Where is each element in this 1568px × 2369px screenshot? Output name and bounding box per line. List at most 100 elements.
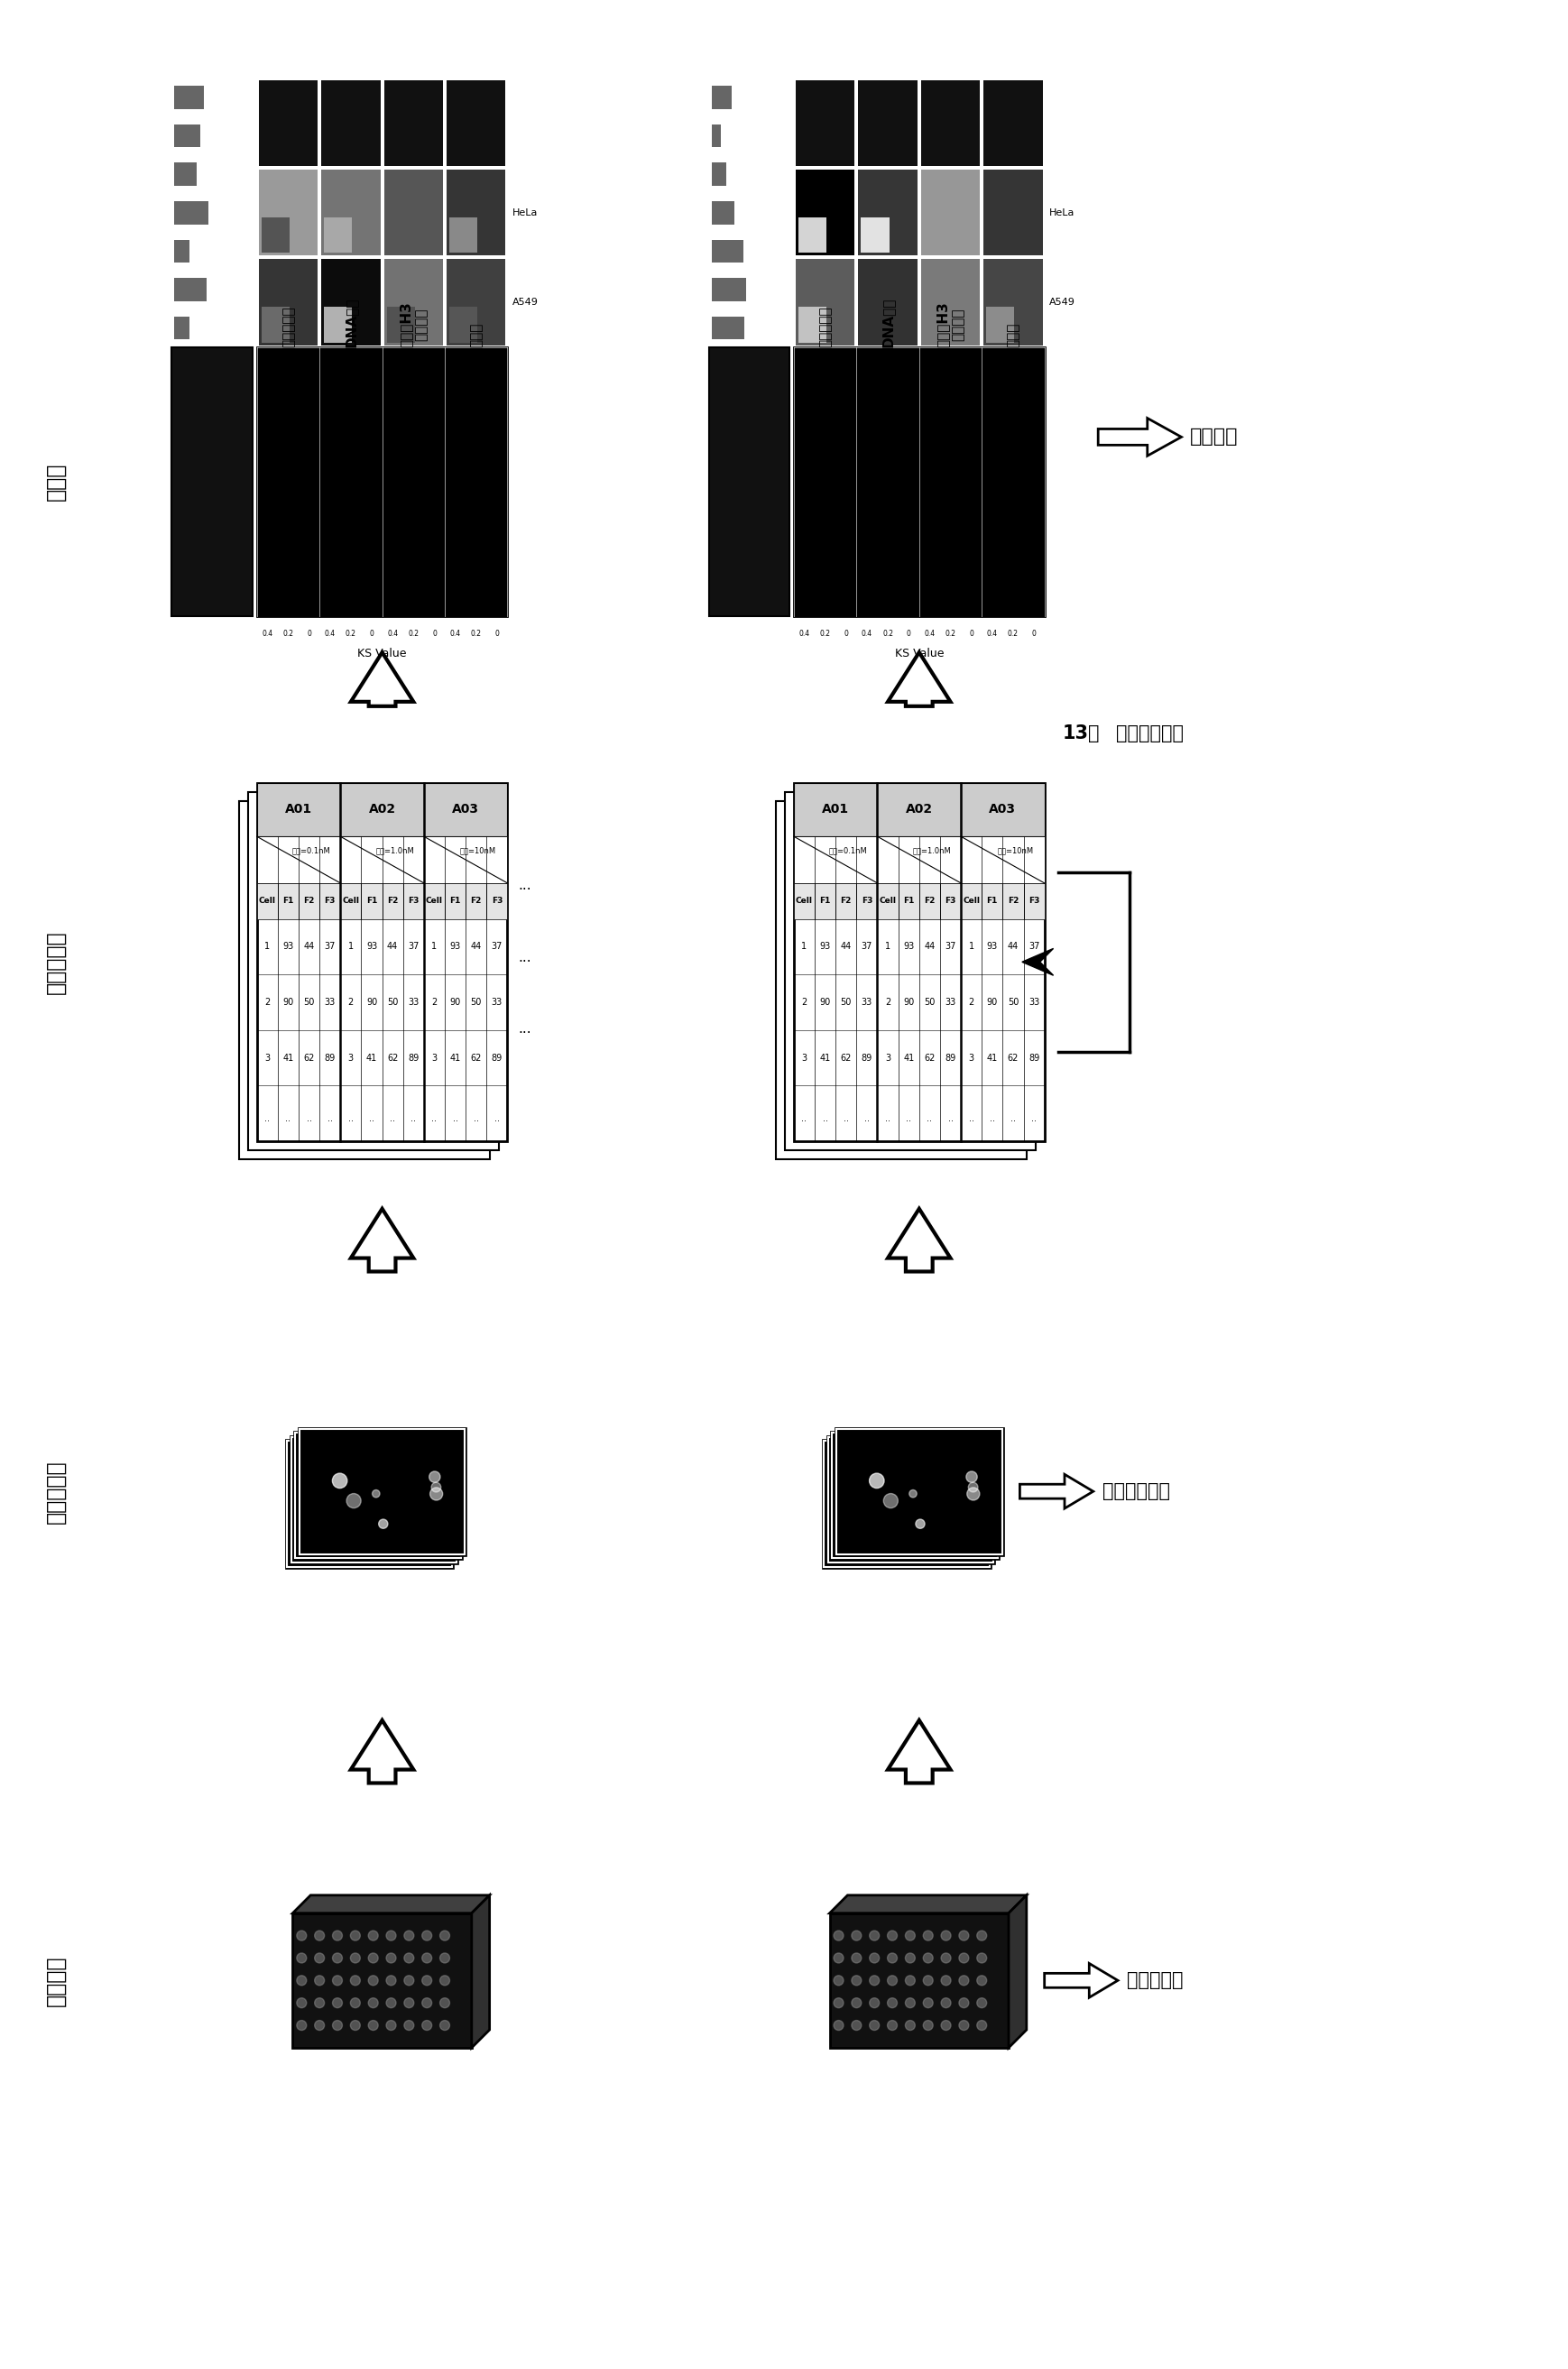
Text: 1: 1 (969, 943, 974, 952)
Text: 1: 1 (801, 943, 808, 952)
Bar (920, 171, 980, 256)
Circle shape (966, 1471, 977, 1483)
Text: 3: 3 (801, 1054, 808, 1061)
Text: 0.2: 0.2 (282, 630, 293, 637)
Polygon shape (919, 348, 982, 374)
Circle shape (332, 2021, 342, 2030)
Polygon shape (887, 1720, 950, 1784)
Text: 44: 44 (924, 943, 935, 952)
Bar (834, 1426, 1004, 1556)
Circle shape (977, 2021, 986, 2030)
Bar (384, 171, 444, 256)
Text: ···: ··· (517, 1026, 532, 1040)
Circle shape (386, 1952, 397, 1964)
Circle shape (834, 1952, 844, 1964)
Circle shape (368, 1976, 378, 1985)
Text: F2: F2 (1008, 898, 1019, 905)
Bar (878, 782, 961, 836)
Text: 0.4: 0.4 (986, 630, 997, 637)
Text: ..: .. (1010, 1113, 1016, 1123)
Bar (298, 884, 320, 919)
Text: 0.2: 0.2 (946, 630, 956, 637)
Bar (321, 81, 381, 166)
Text: ..: .. (906, 1113, 911, 1123)
Text: 0.2: 0.2 (408, 630, 419, 637)
Text: Doxorubicin: Doxorubicin (753, 133, 787, 137)
Bar (836, 1429, 1002, 1554)
Text: 93: 93 (986, 943, 997, 952)
Circle shape (347, 1492, 361, 1509)
Bar (1002, 884, 1024, 919)
Text: F3: F3 (861, 898, 872, 905)
Text: ..: .. (328, 1113, 332, 1123)
Text: A03: A03 (452, 803, 480, 815)
Polygon shape (257, 348, 320, 374)
Polygon shape (1098, 419, 1181, 455)
Text: F2: F2 (840, 898, 851, 905)
Text: 3: 3 (348, 1054, 354, 1061)
Circle shape (905, 1997, 916, 2009)
Text: 93: 93 (820, 943, 831, 952)
Text: Plitidepsin: Plitidepsin (757, 287, 787, 291)
Circle shape (941, 2021, 950, 2030)
Text: 3: 3 (969, 1054, 974, 1061)
Bar (709, 348, 789, 616)
Bar (387, 308, 416, 344)
Circle shape (834, 2021, 844, 2030)
Circle shape (977, 1976, 986, 1985)
Text: 0.2: 0.2 (470, 630, 481, 637)
Circle shape (977, 1931, 986, 1940)
Text: ..: .. (411, 1113, 416, 1123)
Text: Vinca: Vinca (771, 211, 787, 216)
Bar (384, 81, 444, 166)
Circle shape (350, 1952, 361, 1964)
Circle shape (869, 1474, 884, 1488)
Circle shape (296, 1931, 306, 1940)
Text: 33: 33 (1029, 997, 1040, 1007)
Circle shape (883, 1492, 898, 1509)
Bar (961, 836, 1044, 884)
Text: 2: 2 (265, 997, 270, 1007)
Text: Colch.: Colch. (768, 249, 787, 253)
Text: ..: .. (265, 1113, 270, 1123)
Text: 50: 50 (387, 997, 398, 1007)
Circle shape (924, 1952, 933, 1964)
Text: Taxol: Taxol (235, 327, 249, 329)
Bar (259, 81, 318, 166)
Bar (826, 1436, 996, 1564)
Text: KS Value: KS Value (358, 647, 406, 659)
Bar (174, 163, 196, 185)
Bar (259, 171, 318, 256)
Text: F2: F2 (470, 898, 481, 905)
Bar (298, 1426, 467, 1556)
Text: Etoposide: Etoposide (221, 173, 249, 175)
Circle shape (441, 1952, 450, 1964)
Bar (795, 171, 855, 256)
Circle shape (834, 1931, 844, 1940)
Circle shape (960, 2021, 969, 2030)
Circle shape (834, 1976, 844, 1985)
Text: 组蛋白H3
的磷酸化: 组蛋白H3 的磷酸化 (398, 301, 428, 348)
Circle shape (941, 1952, 950, 1964)
Text: ..: .. (1032, 1113, 1036, 1123)
Bar (447, 258, 505, 346)
Text: 41: 41 (820, 1054, 831, 1061)
Circle shape (405, 1976, 414, 1985)
Polygon shape (887, 1208, 950, 1272)
Circle shape (870, 1931, 880, 1940)
Circle shape (960, 1997, 969, 2009)
Circle shape (834, 1997, 844, 2009)
Text: 0: 0 (495, 630, 499, 637)
Text: 0.4: 0.4 (798, 630, 809, 637)
Text: 41: 41 (367, 1054, 378, 1061)
Bar (174, 317, 190, 339)
Text: 浓度=1.0nM: 浓度=1.0nM (375, 846, 414, 855)
Bar (340, 884, 361, 919)
Text: 0: 0 (844, 630, 848, 637)
Polygon shape (351, 651, 414, 706)
Bar (986, 308, 1014, 344)
Text: 2: 2 (801, 997, 808, 1007)
Text: F3: F3 (491, 898, 503, 905)
Text: 37: 37 (946, 943, 956, 952)
Bar (983, 171, 1043, 256)
